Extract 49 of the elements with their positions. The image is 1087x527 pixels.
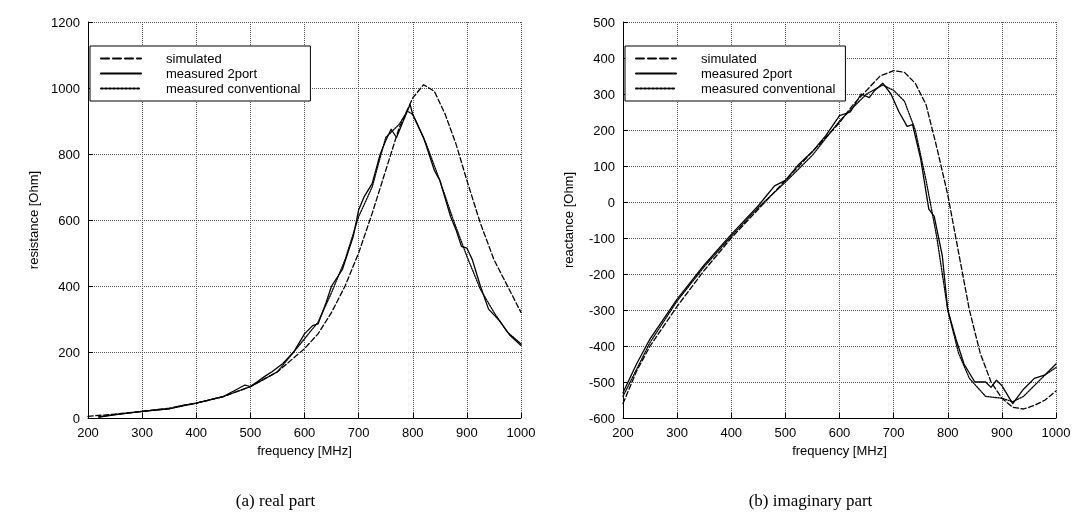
y-axis-title: resistance [Ohm]	[26, 170, 41, 270]
x-axis-title: frequency [MHz]	[792, 442, 887, 458]
x-tick-label: 300	[131, 425, 153, 440]
x-tick-label: 600	[293, 425, 316, 440]
y-tick-label: 0	[607, 194, 615, 210]
y-tick-label: -200	[588, 266, 615, 282]
legend-label: measured conventional	[701, 81, 836, 96]
x-tick-label: 400	[185, 425, 208, 440]
legend-label: simulated	[701, 51, 757, 66]
x-tick-label: 900	[456, 425, 478, 440]
x-tick-label: 1000	[1041, 425, 1071, 440]
legend-label: simulated	[166, 51, 222, 66]
y-axis-title: reactance [Ohm]	[561, 171, 576, 269]
x-axis-title: frequency [MHz]	[257, 442, 352, 458]
x-tick-label: 1000	[506, 425, 536, 440]
text: (b) imaginary part	[748, 491, 873, 510]
x-tick-label: 800	[401, 425, 424, 440]
y-tick-label: 400	[593, 50, 615, 66]
x-tick-label: 500	[774, 425, 797, 440]
x-tick-label: 900	[991, 425, 1013, 440]
x-tick-label: 300	[666, 425, 688, 440]
y-tick-label: 500	[593, 14, 615, 30]
y-tick-label: -100	[588, 230, 615, 246]
x-tick-label: 500	[239, 425, 262, 440]
x-tick-label: 200	[612, 425, 634, 440]
y-tick-label: 600	[58, 212, 80, 228]
x-tick-label: 200	[77, 425, 99, 440]
y-tick-label: 1200	[51, 14, 80, 30]
x-tick-label: 600	[828, 425, 851, 440]
y-tick-label: 800	[58, 146, 80, 162]
y-tick-label: 300	[593, 86, 615, 102]
text: (a) real part	[235, 491, 316, 510]
x-tick-label: 400	[720, 425, 743, 440]
y-tick-label: 200	[58, 344, 80, 360]
y-tick-label: 200	[593, 122, 615, 138]
x-tick-label: 800	[936, 425, 959, 440]
y-tick-label: -300	[588, 302, 615, 318]
legend-label: measured conventional	[166, 81, 301, 96]
legend-label: measured 2port	[166, 66, 258, 81]
legend-label: measured 2port	[701, 66, 793, 81]
y-tick-label: 1000	[51, 80, 80, 96]
y-tick-label: -400	[588, 338, 615, 354]
y-tick-label: 100	[593, 158, 615, 174]
y-tick-label: -600	[588, 410, 615, 426]
y-tick-label: 0	[72, 410, 80, 426]
y-tick-label: 400	[58, 278, 80, 294]
y-tick-label: -500	[588, 374, 615, 390]
x-tick-label: 700	[882, 425, 905, 440]
x-tick-label: 700	[347, 425, 370, 440]
